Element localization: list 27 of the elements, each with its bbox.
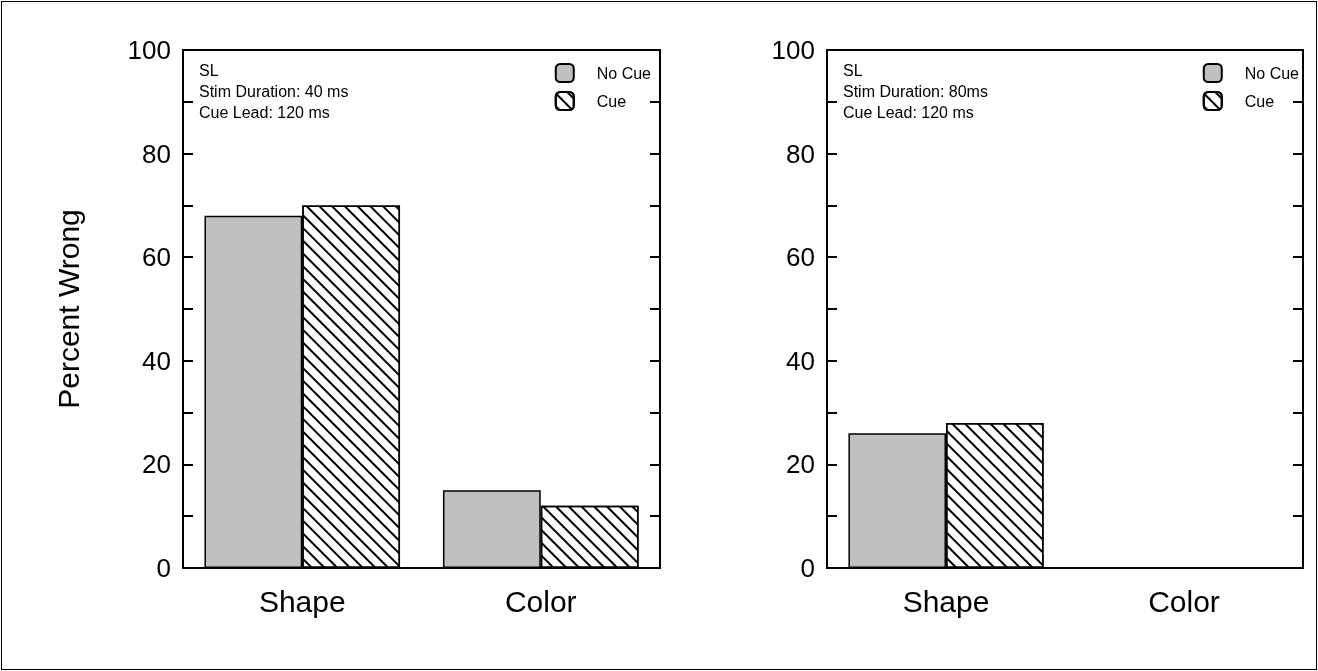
legend-label: No Cue [596,64,652,82]
annotation: SL [199,61,219,79]
y-tick-label: 100 [771,35,815,65]
y-tick-label: 40 [786,345,815,376]
y-tick-label: 0 [800,553,815,583]
x-tick-label: Color [1148,584,1220,618]
y-tick-label: 20 [786,449,815,480]
legend-label: Cue [596,92,627,110]
y-tick-label: 60 [786,242,815,273]
y-tick-label: 0 [156,553,171,583]
y-tick-label: 80 [786,138,815,169]
y-tick-label: 40 [142,345,171,376]
y-tick-label: 60 [142,242,171,273]
legend-label: Cue [1244,92,1275,110]
x-tick-label: Shape [258,584,346,618]
x-tick-label: Shape [902,584,990,618]
y-tick-label: 20 [142,449,171,480]
annotation: Cue Lead: 120 ms [199,103,330,121]
y-tick-label: 100 [127,35,171,65]
y-tick-label: 80 [142,138,171,169]
annotation: Stim Duration: 40 ms [199,82,349,100]
annotation: Stim Duration: 80ms [843,82,988,100]
x-tick-label: Color [504,584,577,618]
y-axis-title: Percent Wrong [51,209,85,409]
annotation: SL [843,61,863,79]
annotation: Cue Lead: 120 ms [843,103,974,121]
legend-label: No Cue [1244,64,1300,82]
